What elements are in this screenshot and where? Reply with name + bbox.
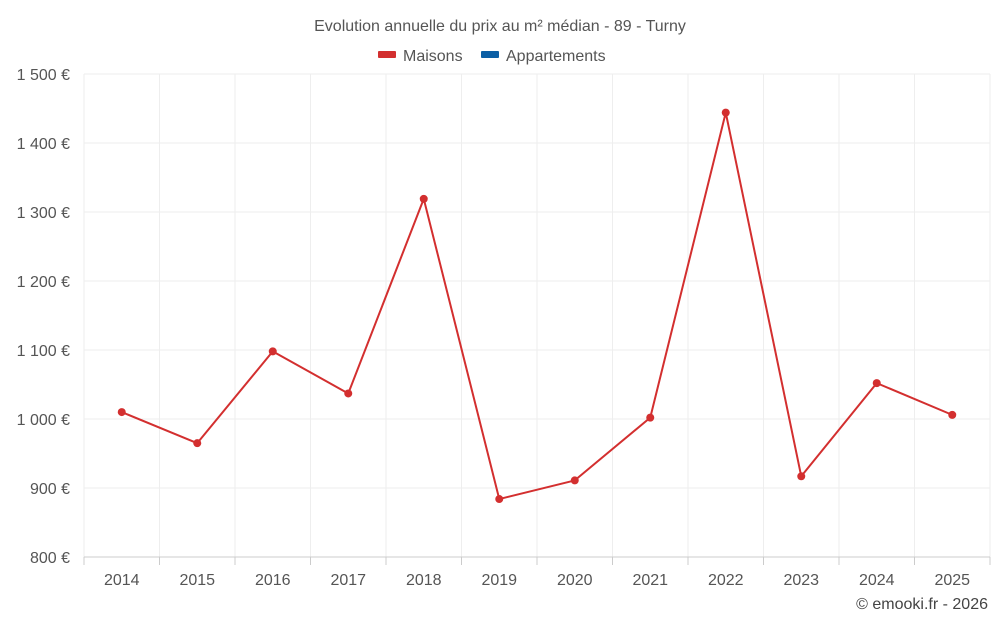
x-tick-label: 2022 [708, 572, 744, 589]
y-tick-label: 1 200 € [17, 274, 70, 291]
x-tick-label: 2024 [859, 572, 895, 589]
x-tick-label: 2020 [557, 572, 593, 589]
y-tick-label: 1 500 € [17, 67, 70, 84]
chart-title: Evolution annuelle du prix au m² médian … [314, 18, 686, 35]
y-axis-ticks: 800 € 900 € 1 000 € 1 100 € 1 200 € 1 300 € 1 … [17, 67, 70, 567]
data-point[interactable] [193, 439, 202, 448]
x-tick-label: 2019 [481, 572, 517, 589]
legend-swatch-maisons [378, 51, 396, 58]
x-tick-label: 2015 [179, 572, 215, 589]
y-tick-label: 1 300 € [17, 205, 70, 222]
legend-swatch-appartements [481, 51, 499, 58]
data-point[interactable] [646, 413, 655, 422]
x-tick-label: 2018 [406, 572, 442, 589]
legend: Maisons Appartements [378, 48, 606, 65]
x-tick-label: 2017 [330, 572, 366, 589]
series-line-maisons [121, 111, 953, 501]
legend-item-maisons[interactable]: Maisons [378, 48, 463, 65]
series [117, 108, 957, 504]
data-point[interactable] [797, 472, 806, 481]
credit-text: © emooki.fr - 2026 [856, 596, 988, 613]
legend-label-appartements: Appartements [506, 48, 606, 65]
x-tick-label: 2023 [783, 572, 819, 589]
data-point[interactable] [948, 410, 957, 419]
x-tick-label: 2016 [255, 572, 291, 589]
x-tick-label: 2021 [632, 572, 668, 589]
x-tick-label: 2014 [104, 572, 140, 589]
x-tick-label: 2025 [934, 572, 970, 589]
data-point[interactable] [721, 108, 730, 117]
grid [83, 73, 991, 557]
y-tick-label: 1 000 € [17, 412, 70, 429]
x-axis-ticks: 2014 2015 2016 2017 2018 2019 2020 2021 2022 2023… [104, 572, 970, 589]
legend-label-maisons: Maisons [403, 48, 463, 65]
data-point[interactable] [268, 347, 277, 356]
axes [83, 556, 991, 565]
data-point[interactable] [344, 389, 353, 398]
y-tick-label: 1 100 € [17, 343, 70, 360]
y-tick-label: 900 € [30, 481, 70, 498]
data-point[interactable] [570, 476, 579, 485]
y-tick-label: 1 400 € [17, 136, 70, 153]
y-tick-label: 800 € [30, 550, 70, 567]
data-point[interactable] [872, 379, 881, 388]
data-point[interactable] [117, 408, 126, 417]
legend-item-appartements[interactable]: Appartements [481, 48, 606, 65]
data-point[interactable] [419, 194, 428, 203]
data-point[interactable] [495, 495, 504, 504]
